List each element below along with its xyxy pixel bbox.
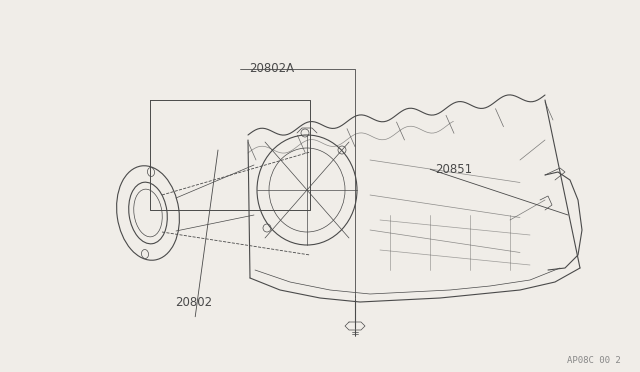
Text: 20851: 20851	[435, 163, 472, 176]
Text: 20802: 20802	[175, 296, 212, 309]
Text: 20802A: 20802A	[250, 62, 295, 75]
Text: AP08C 00 2: AP08C 00 2	[567, 356, 621, 365]
